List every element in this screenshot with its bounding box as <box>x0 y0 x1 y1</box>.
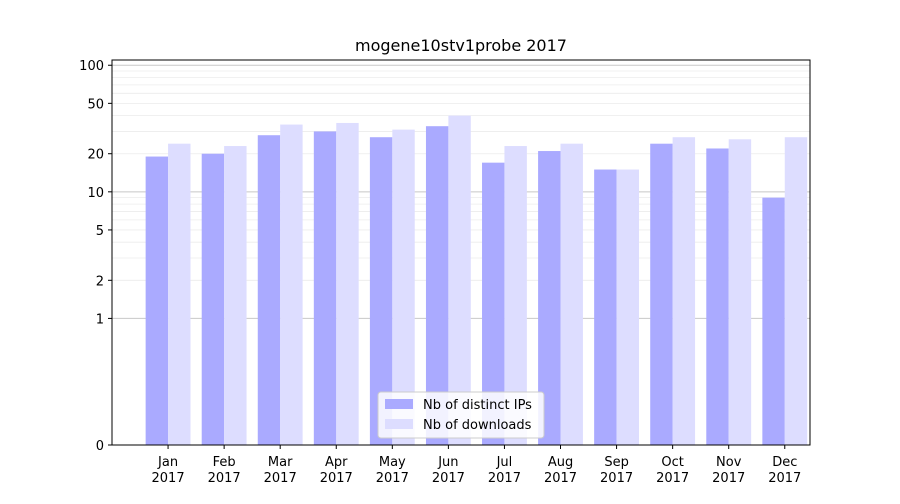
y-tick-label: 0 <box>96 439 104 454</box>
bar-downloads <box>448 115 471 445</box>
bar-distinct-ips <box>762 197 785 445</box>
y-tick-label: 1 <box>96 312 104 327</box>
bar-downloads <box>560 143 583 445</box>
bar-distinct-ips <box>145 156 169 446</box>
bar-downloads <box>168 143 191 445</box>
plot-frame <box>111 59 811 446</box>
y-tick-label: 20 <box>87 148 104 163</box>
x-tick-label-month: Apr <box>325 455 348 470</box>
bar-distinct-ips <box>257 135 281 445</box>
bar-downloads <box>504 146 527 445</box>
x-tick-label-month: Feb <box>213 455 236 470</box>
legend-swatch-distinct-ips <box>385 399 413 409</box>
bar-downloads <box>728 139 752 445</box>
x-tick-label-month: Nov <box>716 455 742 470</box>
y-tick-label: 100 <box>79 59 104 74</box>
x-tick-label-month: Aug <box>548 455 573 470</box>
bar-distinct-ips <box>369 137 393 446</box>
x-tick-label-month: Oct <box>661 455 683 470</box>
legend-swatch-downloads <box>385 419 413 429</box>
y-tick-label: 5 <box>96 224 104 239</box>
y-tick-label: 50 <box>87 97 104 112</box>
y-tick-label: 10 <box>87 186 104 201</box>
x-tick-label-year: 2017 <box>264 471 297 486</box>
bar-downloads <box>784 137 808 446</box>
x-tick-label-year: 2017 <box>544 471 577 486</box>
x-tick-label-month: Dec <box>772 455 797 470</box>
bar-distinct-ips <box>706 148 729 445</box>
legend-label: Nb of distinct IPs <box>423 398 532 413</box>
bar-distinct-ips <box>425 126 449 446</box>
bar-downloads <box>224 146 247 445</box>
bar-downloads <box>616 169 640 445</box>
bar-downloads <box>280 124 303 445</box>
bars-layer <box>145 115 808 446</box>
bar-distinct-ips <box>650 143 673 445</box>
bar-distinct-ips <box>594 169 617 445</box>
x-tick-label-year: 2017 <box>152 471 185 486</box>
bar-downloads <box>392 129 415 445</box>
x-tick-label-month: Jan <box>157 455 178 470</box>
bar-distinct-ips <box>313 131 337 445</box>
x-tick-label-month: Jul <box>496 455 513 470</box>
bar-distinct-ips <box>201 153 225 446</box>
x-tick-label-year: 2017 <box>376 471 409 486</box>
x-tick-label-month: Sep <box>604 455 629 470</box>
chart-title: mogene10stv1probe 2017 <box>355 36 567 55</box>
x-tick-label-year: 2017 <box>768 471 801 486</box>
legend: Nb of distinct IPs Nb of downloads <box>377 391 545 439</box>
x-tick-label-year: 2017 <box>320 471 353 486</box>
x-tick-label-year: 2017 <box>600 471 633 486</box>
bar-distinct-ips <box>538 151 561 445</box>
x-tick-label-month: Jun <box>437 455 458 470</box>
x-tick-label-year: 2017 <box>432 471 465 486</box>
bar-downloads <box>336 122 359 445</box>
x-tick-label-month: May <box>379 455 406 470</box>
legend-box <box>377 391 545 439</box>
x-tick-label-year: 2017 <box>656 471 689 486</box>
axes-layer: 0125102050100Jan2017Feb2017Mar2017Apr201… <box>79 59 811 486</box>
y-tick-label: 2 <box>96 274 104 289</box>
legend-label: Nb of downloads <box>423 418 532 433</box>
x-tick-label-year: 2017 <box>488 471 521 486</box>
x-tick-label-month: Mar <box>268 455 293 470</box>
bar-downloads <box>672 137 696 446</box>
x-tick-label-year: 2017 <box>712 471 745 486</box>
bar-distinct-ips <box>482 162 505 445</box>
x-tick-label-year: 2017 <box>208 471 241 486</box>
